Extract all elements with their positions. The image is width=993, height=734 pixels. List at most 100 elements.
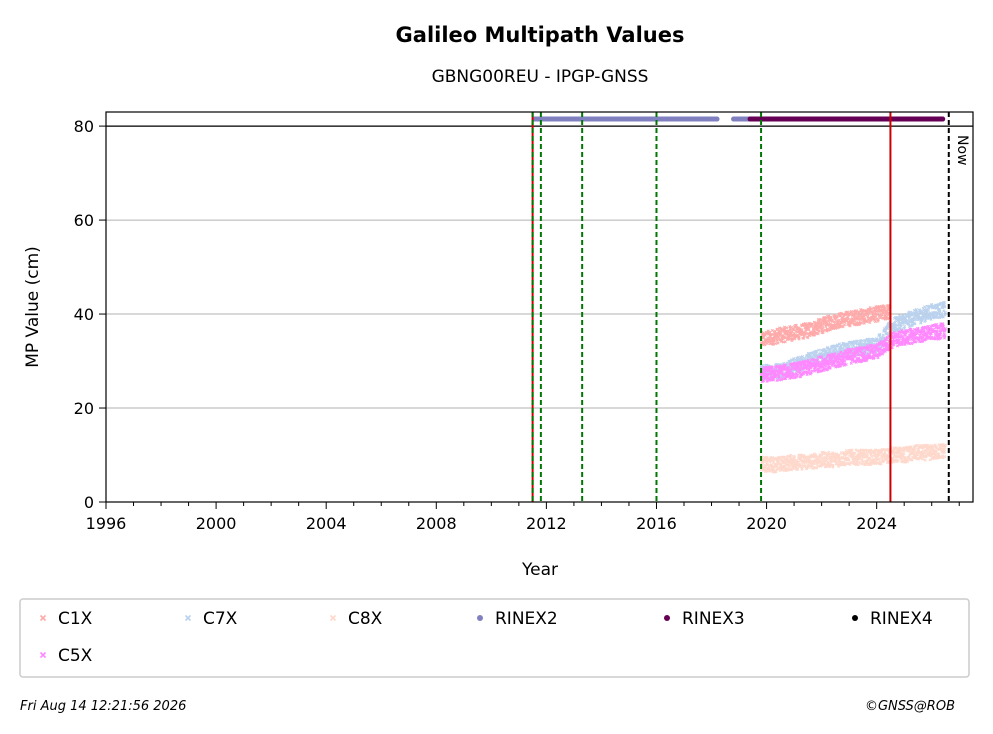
point-C7X — [917, 313, 921, 317]
point-C1X — [776, 341, 780, 345]
point-C7X — [914, 307, 918, 312]
point-C7X — [924, 318, 928, 322]
point-C8X — [792, 455, 797, 459]
point-C1X — [818, 317, 822, 321]
point-C1X — [788, 324, 792, 329]
point-C1X — [868, 320, 872, 324]
point-C8X — [831, 463, 835, 467]
point-C1X — [817, 329, 821, 333]
point-C8X — [847, 458, 851, 462]
point-C1X — [773, 329, 777, 333]
point-C8X — [766, 463, 770, 467]
now-label: Now — [954, 135, 970, 166]
point-C7X — [920, 318, 924, 322]
point-C1X — [846, 317, 851, 321]
point-C7X — [817, 348, 821, 352]
point-C7X — [906, 319, 910, 323]
point-C8X — [870, 454, 874, 458]
legend-marker-RINEX2 — [477, 615, 483, 621]
point-C1X — [832, 313, 836, 317]
point-C5X — [849, 361, 853, 365]
point-C7X — [859, 341, 863, 345]
point-C1X — [857, 310, 861, 314]
point-C7X — [926, 308, 930, 312]
point-C7X — [861, 339, 865, 343]
point-C8X — [873, 453, 877, 457]
point-C8X — [878, 457, 882, 461]
point-C7X — [792, 357, 796, 361]
point-C7X — [943, 305, 947, 309]
legend-marker-RINEX4 — [852, 615, 858, 621]
x-axis-label: Year — [521, 560, 558, 580]
point-C7X — [942, 301, 947, 305]
point-C1X — [870, 307, 874, 311]
point-C1X — [861, 308, 865, 312]
point-C1X — [866, 315, 870, 319]
point-C8X — [795, 459, 799, 463]
point-C8X — [774, 469, 778, 474]
point-C8X — [850, 450, 854, 454]
point-C7X — [899, 324, 903, 328]
point-C7X — [919, 321, 923, 325]
x-tick-label-2004: 2004 — [306, 514, 347, 533]
point-C7X — [855, 339, 859, 343]
point-C1X — [807, 328, 811, 332]
point-C8X — [837, 453, 841, 457]
legend-label-C8X: C8X — [348, 609, 383, 629]
y-tick-label-0: 0 — [84, 493, 94, 512]
point-C1X — [862, 321, 866, 325]
legend-label-RINEX4: RINEX4 — [870, 609, 933, 629]
legend-label-C5X: C5X — [58, 646, 93, 666]
point-C1X — [821, 329, 825, 333]
chart-title: Galileo Multipath Values — [396, 23, 685, 47]
point-C8X — [796, 467, 800, 471]
point-C1X — [772, 339, 776, 343]
point-C8X — [860, 462, 865, 466]
point-C8X — [827, 450, 831, 454]
point-C7X — [828, 347, 833, 351]
point-C1X — [852, 319, 857, 324]
point-C1X — [819, 321, 823, 325]
point-C1X — [839, 311, 843, 315]
point-C8X — [861, 455, 865, 460]
point-C8X — [828, 465, 832, 469]
point-C8X — [798, 464, 802, 469]
footer-copyright: ©GNSS@ROB — [865, 699, 955, 714]
chart-subtitle: GBNG00REU - IPGP-GNSS — [432, 67, 649, 87]
point-C7X — [814, 349, 818, 354]
point-C1X — [800, 328, 804, 332]
point-C1X — [812, 327, 816, 331]
y-tick-label-40: 40 — [74, 305, 94, 324]
point-C1X — [812, 320, 816, 324]
x-tick-label-2020: 2020 — [746, 514, 787, 533]
point-C7X — [923, 305, 927, 309]
point-C8X — [848, 462, 852, 467]
point-C8X — [809, 465, 813, 470]
point-C5X — [775, 378, 779, 383]
point-C8X — [853, 451, 857, 456]
point-C7X — [878, 333, 882, 337]
point-C8X — [835, 452, 839, 456]
point-C8X — [923, 458, 927, 462]
point-C1X — [787, 337, 791, 341]
point-C1X — [815, 328, 819, 332]
point-C1X — [783, 340, 787, 344]
point-C8X — [876, 454, 880, 458]
point-C7X — [893, 320, 897, 324]
point-C1X — [793, 337, 797, 341]
point-C8X — [826, 457, 830, 461]
point-C1X — [785, 326, 789, 330]
legend-label-RINEX2: RINEX2 — [495, 609, 558, 629]
point-C8X — [789, 453, 793, 457]
point-C8X — [850, 448, 854, 452]
point-C1X — [783, 327, 787, 331]
point-C1X — [886, 316, 890, 320]
point-C8X — [865, 451, 869, 456]
point-C1X — [794, 323, 798, 327]
point-C7X — [881, 333, 885, 337]
point-C7X — [867, 337, 871, 341]
point-C7X — [897, 314, 902, 318]
legend-label-C7X: C7X — [203, 609, 238, 629]
series-C1X — [759, 303, 892, 347]
point-C1X — [874, 315, 878, 319]
